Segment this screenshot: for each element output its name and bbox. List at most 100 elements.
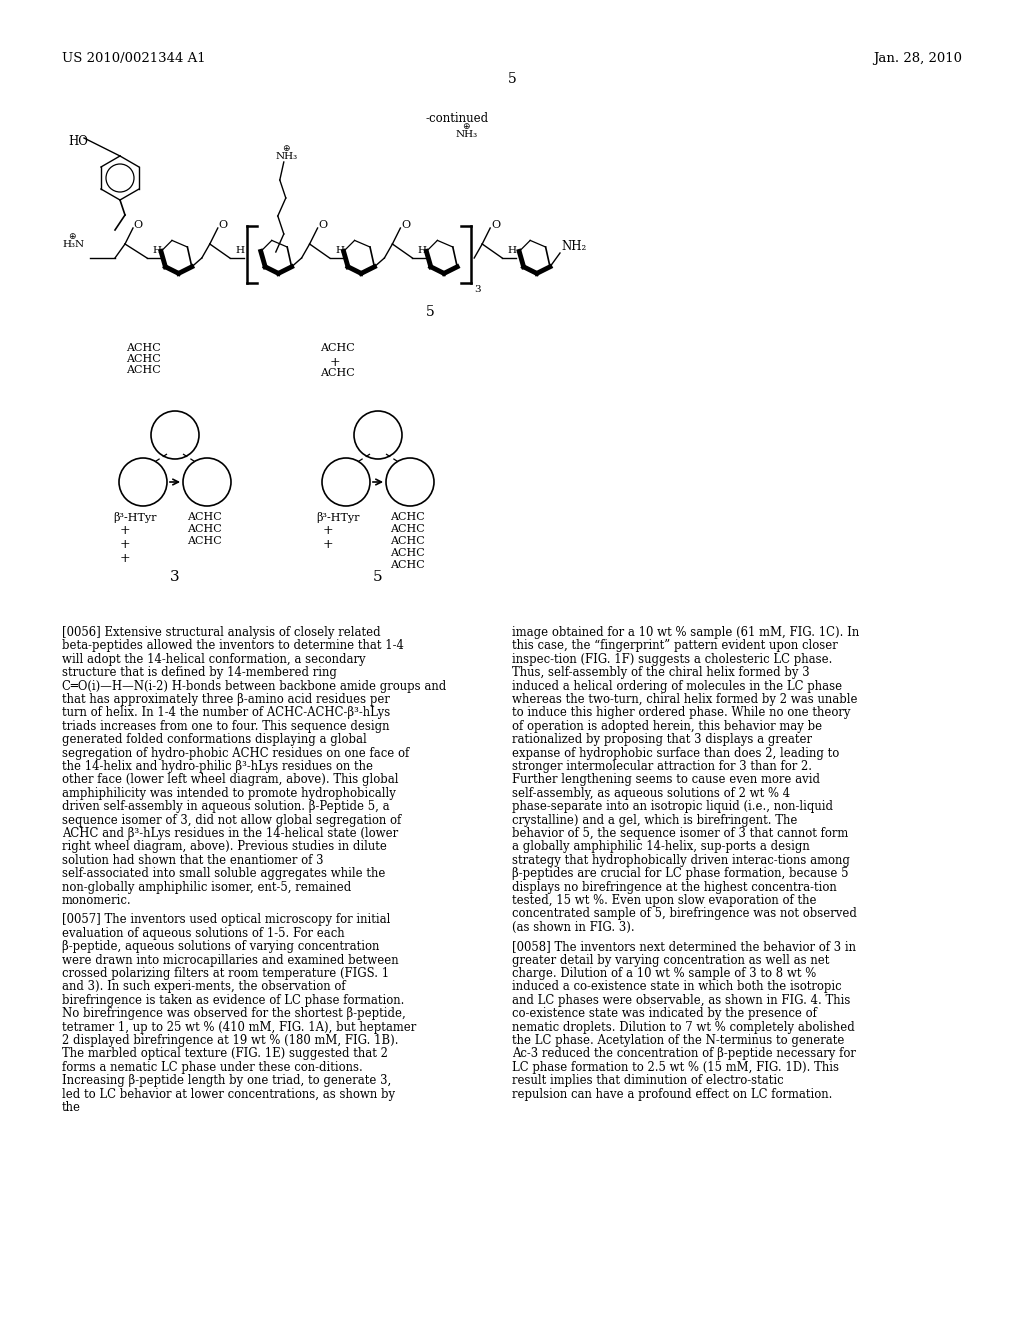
Text: concentrated sample of 5, birefringence was not observed: concentrated sample of 5, birefringence … — [512, 907, 857, 920]
Text: self-associated into small soluble aggregates while the: self-associated into small soluble aggre… — [62, 867, 385, 880]
Text: ACHC: ACHC — [319, 343, 354, 352]
Text: to induce this higher ordered phase. While no one theory: to induce this higher ordered phase. Whi… — [512, 706, 851, 719]
Text: stronger intermolecular attraction for 3 than for 2.: stronger intermolecular attraction for 3… — [512, 760, 812, 774]
Text: ACHC: ACHC — [390, 524, 425, 535]
Text: 5: 5 — [426, 305, 434, 319]
Text: -continued: -continued — [425, 112, 488, 125]
Text: ACHC: ACHC — [187, 524, 222, 535]
Text: displays no birefringence at the highest concentra-tion: displays no birefringence at the highest… — [512, 880, 837, 894]
Text: self-assembly, as aqueous solutions of 2 wt % 4: self-assembly, as aqueous solutions of 2… — [512, 787, 791, 800]
Text: co-existence state was indicated by the presence of: co-existence state was indicated by the … — [512, 1007, 817, 1020]
Text: NH₂: NH₂ — [561, 240, 587, 253]
Text: +: + — [330, 356, 341, 370]
Text: [0056] Extensive structural analysis of closely related: [0056] Extensive structural analysis of … — [62, 626, 381, 639]
Text: β³-HTyr: β³-HTyr — [316, 512, 359, 523]
Text: behavior of 5, the sequence isomer of 3 that cannot form: behavior of 5, the sequence isomer of 3 … — [512, 828, 848, 840]
Text: and LC phases were observable, as shown in FIG. 4. This: and LC phases were observable, as shown … — [512, 994, 850, 1007]
Text: ACHC: ACHC — [126, 343, 161, 352]
Text: led to LC behavior at lower concentrations, as shown by: led to LC behavior at lower concentratio… — [62, 1088, 395, 1101]
Text: this case, the “fingerprint” pattern evident upon closer: this case, the “fingerprint” pattern evi… — [512, 639, 838, 652]
Text: 3: 3 — [170, 570, 180, 583]
Text: LC phase formation to 2.5 wt % (15 mM, FIG. 1D). This: LC phase formation to 2.5 wt % (15 mM, F… — [512, 1061, 839, 1073]
Text: induced a co-existence state in which both the isotropic: induced a co-existence state in which bo… — [512, 981, 842, 994]
Text: of operation is adopted herein, this behavior may be: of operation is adopted herein, this beh… — [512, 719, 822, 733]
Text: +: + — [120, 539, 131, 550]
Text: 3: 3 — [474, 285, 481, 294]
Text: 5: 5 — [508, 73, 516, 86]
Text: H: H — [508, 246, 517, 255]
Text: [0057] The inventors used optical microscopy for initial: [0057] The inventors used optical micros… — [62, 913, 390, 927]
Text: will adopt the 14-helical conformation, a secondary: will adopt the 14-helical conformation, … — [62, 653, 366, 665]
Text: NH₃: NH₃ — [275, 152, 298, 161]
Text: O: O — [133, 220, 142, 230]
Text: H: H — [418, 246, 427, 255]
Text: ⊕: ⊕ — [462, 121, 469, 131]
Text: ACHC: ACHC — [390, 536, 425, 546]
Text: charge. Dilution of a 10 wt % sample of 3 to 8 wt %: charge. Dilution of a 10 wt % sample of … — [512, 968, 816, 979]
Text: β-peptides are crucial for LC phase formation, because 5: β-peptides are crucial for LC phase form… — [512, 867, 849, 880]
Text: induced a helical ordering of molecules in the LC phase: induced a helical ordering of molecules … — [512, 680, 842, 693]
Text: β-peptide, aqueous solutions of varying concentration: β-peptide, aqueous solutions of varying … — [62, 940, 379, 953]
Text: 2 displayed birefringence at 19 wt % (180 mM, FIG. 1B).: 2 displayed birefringence at 19 wt % (18… — [62, 1034, 398, 1047]
Text: the: the — [62, 1101, 81, 1114]
Text: US 2010/0021344 A1: US 2010/0021344 A1 — [62, 51, 206, 65]
Text: amphiphilicity was intended to promote hydrophobically: amphiphilicity was intended to promote h… — [62, 787, 396, 800]
Text: +: + — [323, 539, 334, 550]
Text: H: H — [335, 246, 344, 255]
Text: structure that is defined by 14-membered ring: structure that is defined by 14-membered… — [62, 667, 337, 680]
Text: triads increases from one to four. This sequence design: triads increases from one to four. This … — [62, 719, 389, 733]
Text: greater detail by varying concentration as well as net: greater detail by varying concentration … — [512, 953, 829, 966]
Text: monomeric.: monomeric. — [62, 894, 132, 907]
Text: ACHC: ACHC — [187, 512, 222, 521]
Text: repulsion can have a profound effect on LC formation.: repulsion can have a profound effect on … — [512, 1088, 833, 1101]
Text: β³-HTyr: β³-HTyr — [113, 512, 157, 523]
Text: O: O — [401, 220, 411, 230]
Text: right wheel diagram, above). Previous studies in dilute: right wheel diagram, above). Previous st… — [62, 841, 387, 854]
Text: +: + — [120, 524, 131, 537]
Text: [0058] The inventors next determined the behavior of 3 in: [0058] The inventors next determined the… — [512, 940, 856, 953]
Text: sequence isomer of 3, did not allow global segregation of: sequence isomer of 3, did not allow glob… — [62, 813, 401, 826]
Text: a globally amphiphilic 14-helix, sup-ports a design: a globally amphiphilic 14-helix, sup-por… — [512, 841, 810, 854]
Text: solution had shown that the enantiomer of 3: solution had shown that the enantiomer o… — [62, 854, 324, 867]
Text: crossed polarizing filters at room temperature (FIGS. 1: crossed polarizing filters at room tempe… — [62, 968, 389, 979]
Text: HO: HO — [68, 135, 88, 148]
Text: other face (lower left wheel diagram, above). This global: other face (lower left wheel diagram, ab… — [62, 774, 398, 787]
Text: Thus, self-assembly of the chiral helix formed by 3: Thus, self-assembly of the chiral helix … — [512, 667, 810, 680]
Text: H₃N: H₃N — [62, 240, 84, 249]
Text: expanse of hydrophobic surface than does 2, leading to: expanse of hydrophobic surface than does… — [512, 747, 840, 759]
Text: Further lengthening seems to cause even more avid: Further lengthening seems to cause even … — [512, 774, 820, 787]
Text: segregation of hydro-phobic ACHC residues on one face of: segregation of hydro-phobic ACHC residue… — [62, 747, 410, 759]
Text: generated folded conformations displaying a global: generated folded conformations displayin… — [62, 733, 367, 746]
Text: +: + — [120, 552, 131, 565]
Text: were drawn into microcapillaries and examined between: were drawn into microcapillaries and exa… — [62, 953, 398, 966]
Text: ACHC: ACHC — [390, 512, 425, 521]
Text: ACHC: ACHC — [390, 548, 425, 558]
Text: inspec-tion (FIG. 1F) suggests a cholesteric LC phase.: inspec-tion (FIG. 1F) suggests a cholest… — [512, 653, 833, 665]
Text: evaluation of aqueous solutions of 1-5. For each: evaluation of aqueous solutions of 1-5. … — [62, 927, 345, 940]
Text: Increasing β-peptide length by one triad, to generate 3,: Increasing β-peptide length by one triad… — [62, 1074, 391, 1088]
Text: whereas the two-turn, chiral helix formed by 2 was unable: whereas the two-turn, chiral helix forme… — [512, 693, 857, 706]
Text: beta-peptides allowed the inventors to determine that 1-4: beta-peptides allowed the inventors to d… — [62, 639, 403, 652]
Text: and 3). In such experi-ments, the observation of: and 3). In such experi-ments, the observ… — [62, 981, 346, 994]
Text: The marbled optical texture (FIG. 1E) suggested that 2: The marbled optical texture (FIG. 1E) su… — [62, 1047, 388, 1060]
Text: forms a nematic LC phase under these con-ditions.: forms a nematic LC phase under these con… — [62, 1061, 362, 1073]
Text: ⊕: ⊕ — [68, 232, 76, 242]
Text: result implies that diminution of electro-static: result implies that diminution of electr… — [512, 1074, 783, 1088]
Text: the 14-helix and hydro-philic β³-hLys residues on the: the 14-helix and hydro-philic β³-hLys re… — [62, 760, 373, 774]
Text: nematic droplets. Dilution to 7 wt % completely abolished: nematic droplets. Dilution to 7 wt % com… — [512, 1020, 855, 1034]
Text: ACHC: ACHC — [319, 368, 354, 378]
Text: image obtained for a 10 wt % sample (61 mM, FIG. 1C). In: image obtained for a 10 wt % sample (61 … — [512, 626, 859, 639]
Text: +: + — [323, 524, 334, 537]
Text: turn of helix. In 1-4 the number of ACHC-ACHC-β³-hLys: turn of helix. In 1-4 the number of ACHC… — [62, 706, 390, 719]
Text: ACHC: ACHC — [187, 536, 222, 546]
Text: O: O — [318, 220, 328, 230]
Text: O: O — [219, 220, 228, 230]
Text: ACHC and β³-hLys residues in the 14-helical state (lower: ACHC and β³-hLys residues in the 14-heli… — [62, 828, 398, 840]
Text: ACHC: ACHC — [390, 560, 425, 570]
Text: ⊕: ⊕ — [282, 144, 290, 153]
Text: NH₃: NH₃ — [456, 129, 478, 139]
Text: ACHC: ACHC — [126, 354, 161, 364]
Text: H: H — [153, 246, 162, 255]
Text: the LC phase. Acetylation of the N-terminus to generate: the LC phase. Acetylation of the N-termi… — [512, 1034, 845, 1047]
Text: Ac-3 reduced the concentration of β-peptide necessary for: Ac-3 reduced the concentration of β-pept… — [512, 1047, 856, 1060]
